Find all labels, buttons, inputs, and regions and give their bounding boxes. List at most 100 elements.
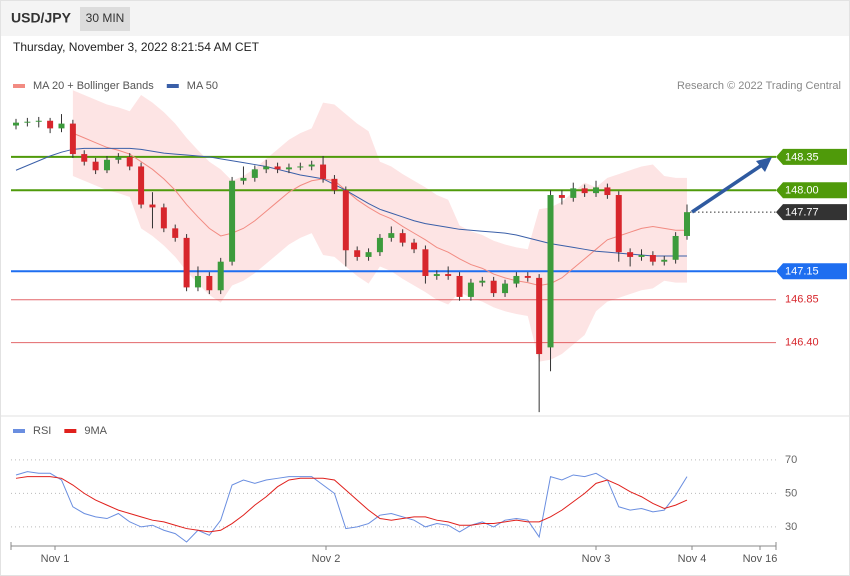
forecast-arrow [691, 163, 763, 214]
source: Research © 2022 Trading Central [677, 80, 841, 92]
candle-body [69, 123, 76, 155]
x-tick-label: Nov 16 [743, 553, 778, 565]
level-label: 147.77 [785, 207, 819, 219]
timeframe-box [80, 7, 130, 31]
candle-body [615, 195, 622, 253]
candle-body [115, 156, 122, 160]
annotation [691, 157, 772, 214]
candle-body [81, 154, 88, 162]
candle-body [331, 178, 338, 191]
candle-body [251, 169, 258, 178]
level-label: 146.40 [785, 337, 819, 349]
y-tick-label: 30 [785, 521, 797, 533]
candle-body [411, 242, 418, 250]
y-tick-label: 70 [785, 454, 797, 466]
candle-body [342, 190, 349, 251]
candle-body [354, 250, 361, 257]
candle-body [536, 277, 543, 355]
price-panel: 148.35 148.00 147.77 147.15 146.85 146.40 MA 2… [11, 80, 847, 413]
legend-label: MA 20 + Bollinger Bands [33, 80, 154, 92]
candle-body [581, 188, 588, 194]
candle-body [456, 275, 463, 297]
candle-body [274, 166, 281, 170]
candle-body [502, 283, 509, 294]
legend-swatch [13, 429, 25, 433]
candle-body [297, 166, 304, 168]
legend-label: RSI [33, 425, 51, 437]
candle-body [103, 159, 110, 171]
legend-label: 9MA [84, 425, 107, 437]
candle-body [172, 228, 179, 238]
candle-body [240, 177, 247, 181]
level-label: 147.15 [785, 266, 819, 278]
candle-body [593, 187, 600, 194]
candle-body [672, 235, 679, 260]
x-tick-label: Nov 2 [312, 553, 341, 565]
candle-body [388, 233, 395, 238]
candle-body [604, 187, 611, 196]
candle-body [638, 255, 645, 257]
level-box [776, 204, 847, 221]
candle-body [229, 180, 236, 262]
candle-body [47, 120, 54, 129]
candle-body [649, 255, 656, 262]
candle-body [558, 195, 565, 198]
candle-body [138, 166, 145, 205]
candle-body [627, 252, 634, 257]
candle-body [547, 195, 554, 348]
timestamp: Thursday, November 3, 2022 8:21:54 AM CE… [13, 40, 260, 54]
candle-body [92, 161, 99, 171]
bollinger-band [72, 90, 688, 362]
candle-body [183, 237, 190, 288]
candle-body [126, 156, 133, 167]
level-label: 148.35 [785, 151, 819, 163]
header-bar [1, 1, 849, 36]
legend-swatch [64, 429, 77, 433]
x-tick-label: Nov 1 [41, 553, 70, 565]
moving-average [72, 132, 687, 287]
candle-body [308, 164, 315, 167]
x-tick-label: Nov 3 [582, 553, 611, 565]
candle-body [13, 122, 19, 126]
candle-body [399, 233, 406, 243]
moving-average [15, 147, 687, 257]
legend-label: MA 50 [187, 80, 218, 92]
candle-body [365, 252, 372, 257]
rsi-line [15, 476, 688, 533]
candle-body [35, 120, 42, 122]
candle-body [194, 275, 201, 288]
candle-body [206, 275, 213, 291]
forecast-arrow-head [756, 157, 772, 172]
level-box [776, 148, 847, 165]
candle-body [24, 121, 31, 123]
legend-swatch [166, 84, 179, 88]
y-tick-label: 50 [785, 487, 797, 499]
candle-body [479, 280, 486, 283]
legend-swatch [13, 84, 25, 88]
chart-title: USD/JPY [11, 10, 72, 26]
rsi-panel: 30 50 70 RSI 9MA Nov 1 Nov 2 Nov 3 Nov 4 Nov 16 [10, 425, 797, 565]
candle-body [684, 212, 690, 236]
candle-body [570, 188, 577, 198]
candle-body [661, 259, 668, 262]
candle-body [160, 207, 167, 229]
timeframe: 30 MIN [86, 11, 125, 25]
candle-body [376, 237, 383, 253]
candle-body [149, 204, 156, 208]
candle-body [467, 282, 474, 297]
candle-body [263, 166, 270, 170]
candle-body [285, 167, 292, 170]
rsi-line [15, 471, 688, 543]
level-label: 148.00 [785, 185, 819, 197]
candle-body [490, 280, 497, 294]
candle-body [58, 123, 65, 129]
candle-body [524, 275, 531, 278]
candle-body [422, 249, 429, 276]
level-box [776, 182, 847, 199]
x-tick-label: Nov 4 [678, 553, 707, 565]
level-box [776, 263, 847, 280]
level-label: 146.85 [785, 294, 819, 306]
candle-body [445, 274, 452, 276]
